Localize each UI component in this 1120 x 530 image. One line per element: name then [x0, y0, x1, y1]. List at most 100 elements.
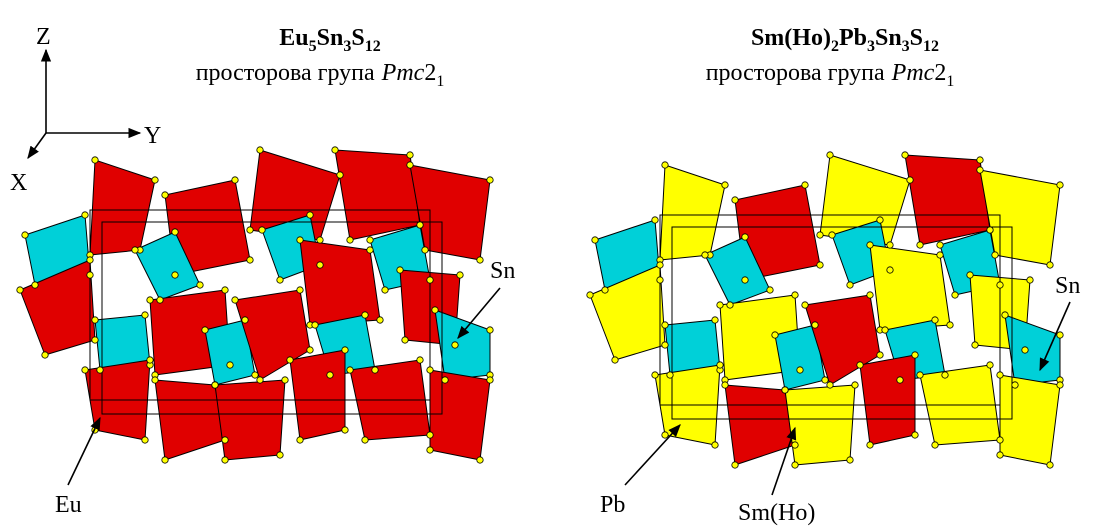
- atom: [91, 316, 99, 324]
- atom: [1011, 381, 1019, 389]
- atom: [731, 461, 739, 469]
- atom: [161, 191, 169, 199]
- atom: [781, 386, 789, 394]
- atom: [866, 441, 874, 449]
- left-formula: Eu5Sn3S12: [279, 25, 380, 55]
- atom: [366, 246, 374, 254]
- atom-label: Pb: [600, 492, 625, 518]
- atom: [286, 356, 294, 364]
- atom: [231, 176, 239, 184]
- atom: [936, 241, 944, 249]
- atom: [81, 211, 89, 219]
- label-arrow: [1039, 301, 1071, 372]
- atom: [86, 271, 94, 279]
- atom: [251, 371, 259, 379]
- atom: [666, 371, 674, 379]
- label-arrow: [67, 416, 101, 486]
- atom: [296, 286, 304, 294]
- atom: [986, 361, 994, 369]
- atom: [976, 166, 984, 174]
- atom: [131, 246, 139, 254]
- atom: [81, 366, 89, 374]
- atom: [986, 226, 994, 234]
- atom: [741, 233, 749, 241]
- atom: [226, 361, 234, 369]
- atom: [601, 286, 609, 294]
- atom: [586, 291, 594, 299]
- atom: [866, 291, 874, 299]
- atom: [316, 261, 324, 269]
- atom: [941, 371, 949, 379]
- atom: [161, 456, 169, 464]
- x-axis-label: X: [10, 170, 27, 196]
- label-arrow: [457, 287, 501, 339]
- polyhedron: [589, 264, 666, 361]
- atom: [771, 331, 779, 339]
- atom: [811, 321, 819, 329]
- atom: [336, 171, 344, 179]
- z-axis-label: Z: [36, 24, 51, 50]
- right-formula: Sm(Ho)2Pb3Sn3S12: [751, 25, 939, 55]
- atom: [146, 356, 154, 364]
- atom: [721, 381, 729, 389]
- atom: [731, 196, 739, 204]
- atom: [141, 436, 149, 444]
- atom: [971, 341, 979, 349]
- atom: [816, 231, 824, 239]
- crystal-structure: [586, 151, 1064, 469]
- atom: [976, 156, 984, 164]
- atom: [741, 276, 749, 284]
- atom: [426, 366, 434, 374]
- atom: [376, 316, 384, 324]
- atom: [331, 146, 339, 154]
- polyhedron: [859, 354, 916, 446]
- atom: [451, 341, 459, 349]
- atom: [656, 261, 664, 269]
- atom: [306, 211, 314, 219]
- atom: [591, 236, 599, 244]
- atom: [1046, 261, 1054, 269]
- atom: [846, 281, 854, 289]
- atom: [281, 376, 289, 384]
- formula-sub: 12: [365, 38, 381, 55]
- atom: [906, 176, 914, 184]
- atom: [221, 436, 229, 444]
- atom: [866, 241, 874, 249]
- atom: [311, 321, 319, 329]
- atom: [371, 366, 379, 374]
- atom: [876, 351, 884, 359]
- atom: [876, 216, 884, 224]
- unit-cell: [659, 214, 1001, 406]
- atom: [661, 341, 669, 349]
- atom: [846, 456, 854, 464]
- polyhedron: [89, 159, 156, 256]
- formula-sub: 3: [867, 38, 875, 55]
- atom: [1026, 276, 1034, 284]
- atom: [946, 321, 954, 329]
- atom: [486, 176, 494, 184]
- space-group-text: просторова група: [196, 60, 375, 86]
- atom: [886, 241, 894, 249]
- atom: [231, 296, 239, 304]
- atom: [826, 151, 834, 159]
- atom-label: Eu: [55, 492, 82, 518]
- atom: [366, 236, 374, 244]
- atom: [486, 376, 494, 384]
- atom: [791, 441, 799, 449]
- unit-cell: [671, 226, 1013, 420]
- atom: [1056, 181, 1064, 189]
- atom: [171, 271, 179, 279]
- atom: [651, 371, 659, 379]
- atom: [341, 346, 349, 354]
- atom: [456, 271, 464, 279]
- atom-label: Sn: [1055, 273, 1080, 299]
- atom: [246, 256, 254, 264]
- atom: [828, 231, 836, 239]
- atom: [91, 336, 99, 344]
- x-axis-arrow: [27, 132, 47, 160]
- atom: [476, 456, 484, 464]
- polyhedron: [659, 164, 726, 261]
- formula-sub: 12: [923, 38, 939, 55]
- atom: [221, 286, 229, 294]
- atom: [966, 271, 974, 279]
